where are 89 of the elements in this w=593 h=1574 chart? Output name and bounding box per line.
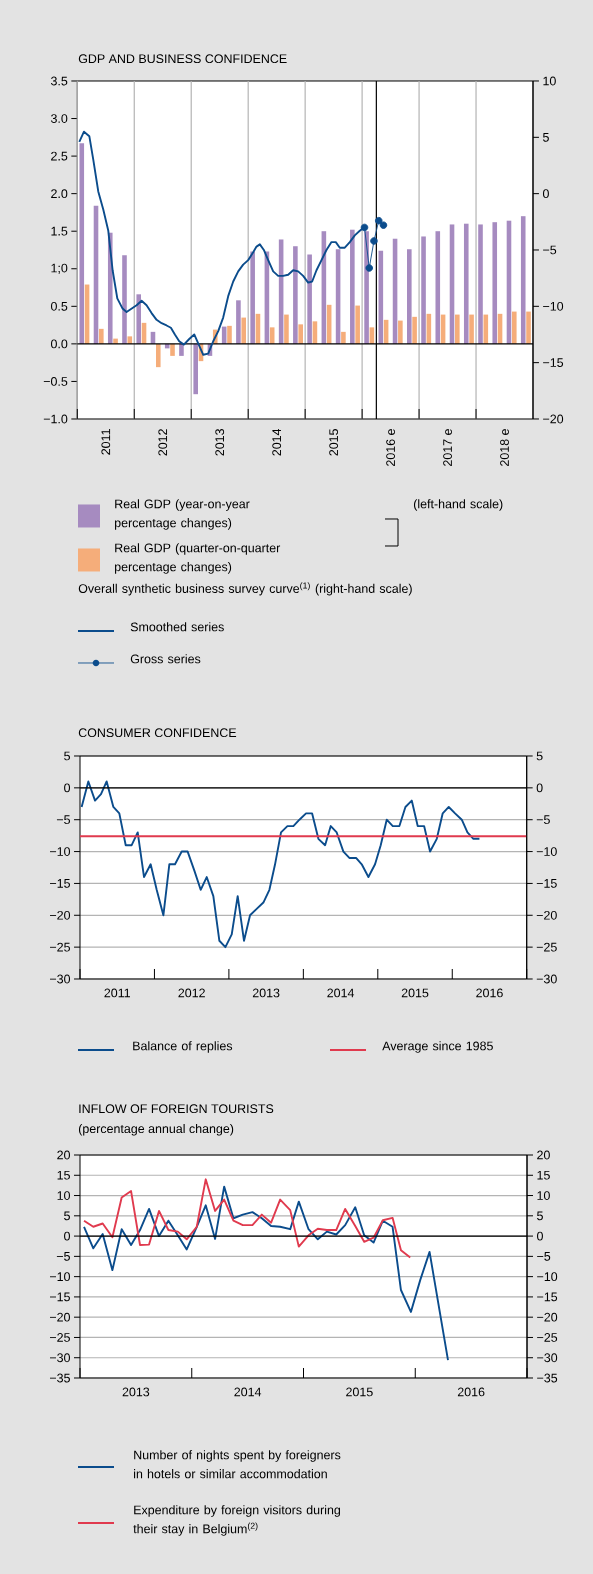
x-tick-label: 2012 bbox=[178, 988, 205, 998]
y-tick-label: 0.5 bbox=[50, 301, 68, 311]
y-tick-label: 3.0 bbox=[50, 114, 68, 123]
y2-tick-label: −20 bbox=[537, 1312, 558, 1322]
y2-tick-label: 10 bbox=[543, 76, 556, 86]
y-tick-label: 10 bbox=[57, 1191, 70, 1200]
legend-label: Smoothed series bbox=[130, 622, 224, 632]
y-tick-label: 5 bbox=[64, 751, 70, 761]
x-tick-label: 2013 bbox=[252, 988, 280, 998]
y2-tick-label: 5 bbox=[542, 132, 549, 142]
y2-tick-label: −10 bbox=[537, 1272, 558, 1282]
y2-tick-label: −25 bbox=[536, 942, 557, 952]
chart-title: GDP AND BUSINESS CONFIDENCE bbox=[78, 54, 287, 64]
y-tick-label: −0.5 bbox=[43, 377, 68, 386]
y2-tick-label: 10 bbox=[537, 1191, 550, 1200]
y2-tick-label: 0 bbox=[537, 1231, 543, 1241]
y-tick-label: −1.0 bbox=[43, 414, 68, 424]
text: (left-hand scale) bbox=[413, 499, 503, 511]
y-tick-label: −15 bbox=[50, 879, 70, 888]
y2-tick-label: 0 bbox=[542, 189, 549, 199]
x-tick-label: 2014 bbox=[327, 988, 355, 998]
y2-tick-label: 5 bbox=[536, 751, 543, 761]
x-tick-label: 2012 bbox=[158, 429, 168, 456]
y-tick-label: −15 bbox=[49, 1292, 70, 1302]
x-tick-label: 2016 bbox=[457, 1387, 485, 1397]
y2-tick-label: −20 bbox=[536, 910, 557, 920]
y2-tick-label: −15 bbox=[536, 879, 557, 888]
y-tick-label: 0 bbox=[64, 783, 71, 793]
y2-tick-label: −10 bbox=[543, 301, 564, 311]
x-tick-label: 2011 bbox=[104, 988, 130, 998]
y2-tick-label: −15 bbox=[537, 1292, 558, 1302]
y2-tick-label: −10 bbox=[536, 847, 557, 856]
legend-label: Balance of replies bbox=[133, 1041, 233, 1053]
y2-tick-label: −5 bbox=[537, 1252, 551, 1261]
y2-tick-label: 15 bbox=[537, 1170, 550, 1180]
y-tick-label: 1;0 bbox=[51, 263, 68, 274]
y-tick-label: −10 bbox=[50, 847, 71, 856]
x-tick-label: 2015 bbox=[401, 988, 429, 998]
x-tick-label: 2014 bbox=[272, 428, 282, 456]
chart-subtitle: (percentage annual change) bbox=[78, 1123, 234, 1136]
x-tick-label: 2013 bbox=[122, 1387, 150, 1397]
y2-tick-label: −20 bbox=[543, 414, 564, 424]
legend-label: Gross series bbox=[130, 654, 201, 664]
y-tick-label: 20 bbox=[57, 1150, 70, 1160]
y-tick-label: −35 bbox=[49, 1373, 70, 1383]
y2-tick-label: −5 bbox=[543, 245, 557, 255]
x-tick-label: 2015 bbox=[329, 429, 339, 456]
y2-tick-label: −5 bbox=[536, 815, 550, 825]
x-tick-label: 2017 e bbox=[443, 429, 452, 466]
y2-tick-label: 5 bbox=[537, 1211, 543, 1221]
y-tick-label: 1.5 bbox=[51, 226, 68, 236]
x-tick-label: 2013 bbox=[215, 429, 225, 456]
y-tick-label: 0 bbox=[64, 1231, 70, 1241]
x-tick-label: 2015 bbox=[346, 1387, 373, 1397]
x-tick-label: 2011 bbox=[101, 429, 111, 455]
chart-title: CONSUMER CONFIDENCE bbox=[78, 728, 237, 738]
y-tick-label: 2.0 bbox=[51, 189, 68, 199]
y-tick-label: 0.0 bbox=[50, 339, 68, 349]
y2-tick-label: 0 bbox=[536, 783, 543, 793]
y-tick-label: −30 bbox=[50, 974, 71, 984]
x-tick-label: 2018 e bbox=[500, 429, 509, 466]
y-tick-label: −5 bbox=[56, 815, 70, 825]
x-tick-label: 2014 bbox=[234, 1387, 262, 1397]
legend-label: Average since 1985 bbox=[382, 1041, 493, 1053]
y2-tick-label: 20 bbox=[537, 1150, 550, 1160]
y-tick-label: 3.5 bbox=[50, 76, 68, 86]
y2-tick-label: −30 bbox=[537, 1353, 558, 1363]
y2-tick-label: −25 bbox=[537, 1333, 558, 1342]
x-tick-label: 2016 e bbox=[386, 429, 395, 466]
legend-label: Expenditure by foreign visitors during their stay in Belgium$^{(2)}$ bbox=[133, 1505, 341, 1536]
legend-label: Number of nights spent by foreigners in hotels or similar accommodation bbox=[134, 1450, 341, 1479]
y-tick-label: 5 bbox=[64, 1211, 70, 1221]
y-tick-label: −5 bbox=[56, 1252, 70, 1261]
legend-label: Real GDP (year-on-year percentage changes) bbox=[115, 499, 250, 530]
y2-tick-label: −35 bbox=[537, 1373, 558, 1383]
y2-tick-label: −30 bbox=[536, 974, 557, 984]
y-tick-label: −20 bbox=[49, 1312, 70, 1322]
y-tick-label: 15 bbox=[57, 1170, 70, 1180]
y-tick-label: −30 bbox=[49, 1353, 70, 1363]
y-tick-label: −10 bbox=[49, 1272, 70, 1282]
y2-tick-label: −15 bbox=[543, 358, 564, 367]
legend-label: Real GDP (quarter-on-quarter percentage changes) bbox=[115, 543, 281, 574]
y-tick-label: −20 bbox=[50, 910, 71, 920]
y-tick-label: −25 bbox=[50, 942, 70, 952]
x-tick-label: 2016 bbox=[476, 988, 503, 998]
y-tick-label: −25 bbox=[49, 1333, 70, 1342]
chart-title: INFLOW OF FOREIGN TOURISTS bbox=[79, 1104, 274, 1114]
text: Overall synthetic business survey curve$^{(1)}$ (right-hand scale) bbox=[78, 582, 412, 596]
y-tick-label: 2.5 bbox=[51, 151, 68, 161]
